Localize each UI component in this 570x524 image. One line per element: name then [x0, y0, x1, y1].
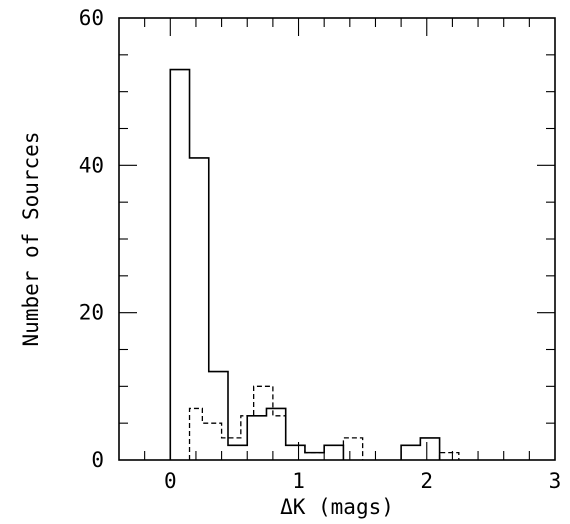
x-axis-label: ΔK (mags): [280, 495, 394, 519]
dashed-histogram-bin: [343, 438, 362, 460]
dashed-histogram-bin: [324, 445, 343, 460]
x-tick-label: 1: [292, 469, 305, 493]
solid-histogram-bin: [420, 438, 439, 460]
dashed-histogram-bin: [273, 416, 286, 460]
x-tick-labels: 0 1 2 3: [164, 469, 561, 493]
dashed-histogram-bin: [440, 453, 459, 460]
y-tick-label: 40: [79, 153, 104, 177]
solid-histogram-bin: [401, 445, 420, 460]
dashed-histogram-bin: [286, 445, 305, 460]
dashed-histogram-bin: [254, 386, 273, 460]
histogram-series: [169, 68, 460, 460]
y-tick-label: 0: [91, 448, 104, 472]
y-axis-label: Number of Sources: [19, 132, 43, 347]
minor-ticks: [119, 18, 555, 460]
dashed-histogram: [188, 385, 460, 460]
y-tick-labels: 0 20 40 60: [79, 6, 104, 472]
dashed-histogram-outline: [188, 385, 460, 460]
dashed-histogram-bin: [222, 438, 241, 460]
y-tick-label: 60: [79, 6, 104, 30]
x-tick-label: 0: [164, 469, 177, 493]
solid-histogram-bin: [170, 70, 189, 460]
solid-histogram: [169, 68, 441, 460]
dashed-histogram-bin: [305, 453, 324, 460]
x-tick-label: 2: [420, 469, 433, 493]
y-tick-label: 20: [79, 301, 104, 325]
dashed-histogram-bin: [202, 423, 221, 460]
x-tick-label: 3: [549, 469, 562, 493]
dashed-histogram-bin: [241, 416, 254, 460]
plot-frame: [118, 17, 556, 461]
dashed-histogram-bin: [190, 408, 203, 460]
